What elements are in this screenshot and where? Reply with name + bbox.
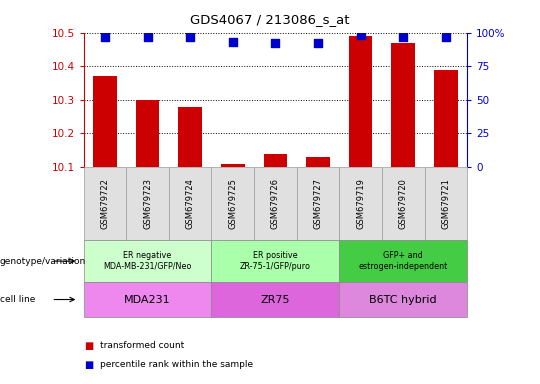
Bar — [434, 70, 457, 167]
Text: GSM679724: GSM679724 — [186, 178, 195, 229]
Bar — [136, 100, 159, 167]
Point — [228, 39, 237, 45]
Point — [143, 34, 152, 40]
Text: GDS4067 / 213086_s_at: GDS4067 / 213086_s_at — [190, 13, 350, 26]
Text: ER positive
ZR-75-1/GFP/puro: ER positive ZR-75-1/GFP/puro — [240, 252, 311, 271]
Text: MDA231: MDA231 — [124, 295, 171, 305]
Text: GSM679722: GSM679722 — [100, 178, 110, 229]
Point — [314, 40, 322, 46]
Text: ZR75: ZR75 — [261, 295, 290, 305]
Text: GSM679726: GSM679726 — [271, 178, 280, 229]
Text: ■: ■ — [84, 341, 93, 351]
Bar — [264, 154, 287, 167]
Text: GSM679723: GSM679723 — [143, 178, 152, 229]
Bar — [349, 36, 372, 167]
Text: genotype/variation: genotype/variation — [0, 257, 86, 266]
Text: GSM679721: GSM679721 — [441, 178, 450, 229]
Bar — [306, 157, 330, 167]
Text: GSM679727: GSM679727 — [314, 178, 322, 229]
Text: GSM679725: GSM679725 — [228, 178, 237, 229]
Text: GSM679719: GSM679719 — [356, 178, 365, 229]
Bar — [179, 107, 202, 167]
Text: percentile rank within the sample: percentile rank within the sample — [100, 360, 253, 369]
Text: B6TC hybrid: B6TC hybrid — [369, 295, 437, 305]
Text: GFP+ and
estrogen-independent: GFP+ and estrogen-independent — [359, 252, 448, 271]
Point — [442, 34, 450, 40]
Point — [100, 34, 109, 40]
Point — [271, 40, 280, 46]
Point — [399, 34, 408, 40]
Point — [186, 34, 194, 40]
Text: cell line: cell line — [0, 295, 36, 304]
Bar — [93, 76, 117, 167]
Bar — [221, 164, 245, 167]
Bar — [392, 43, 415, 167]
Text: ■: ■ — [84, 360, 93, 370]
Point — [356, 32, 365, 38]
Text: ER negative
MDA-MB-231/GFP/Neo: ER negative MDA-MB-231/GFP/Neo — [104, 252, 192, 271]
Text: GSM679720: GSM679720 — [399, 178, 408, 229]
Text: transformed count: transformed count — [100, 341, 184, 350]
